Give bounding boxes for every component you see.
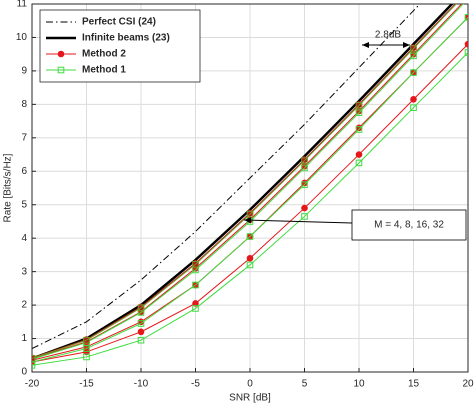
data-point xyxy=(464,14,468,21)
data-point xyxy=(137,328,145,336)
y-tick-label: 1 xyxy=(21,333,27,344)
data-point xyxy=(83,353,90,361)
data-point xyxy=(83,336,90,344)
data-point xyxy=(246,210,254,218)
x-tick-label: 20 xyxy=(462,379,474,390)
x-tick-label: -5 xyxy=(191,379,200,390)
annotation: M = 4, 8, 16, 32 xyxy=(374,220,444,231)
y-tick-label: 5 xyxy=(21,199,27,210)
data-point xyxy=(301,164,308,172)
x-tick-label: 0 xyxy=(247,379,253,390)
data-point xyxy=(410,96,417,103)
y-tick-label: 6 xyxy=(21,166,27,177)
data-point xyxy=(246,233,254,240)
data-point xyxy=(355,151,363,158)
data-point xyxy=(137,320,145,327)
data-point xyxy=(192,305,199,312)
annotation-arrow xyxy=(243,217,353,224)
data-point xyxy=(410,69,417,76)
annotation-box xyxy=(351,209,467,241)
data-point xyxy=(137,304,145,312)
y-tick-label: 8 xyxy=(21,99,27,110)
y-tick-label: 3 xyxy=(21,266,27,277)
data-point xyxy=(355,109,363,117)
y-tick-label: 7 xyxy=(21,132,27,143)
data-point xyxy=(465,0,471,2)
x-tick-label: -15 xyxy=(79,379,94,390)
x-tick-label: 15 xyxy=(408,379,420,390)
x-tick-label: -10 xyxy=(134,379,149,390)
series-line xyxy=(32,4,457,359)
legend-marker xyxy=(57,66,65,74)
plot-area xyxy=(32,0,471,369)
legend-label: Method 1 xyxy=(82,65,126,76)
data-point xyxy=(355,102,363,109)
data-point xyxy=(301,204,308,212)
data-point xyxy=(355,126,363,133)
y-tick-label: 2 xyxy=(21,300,27,311)
data-point xyxy=(410,52,417,60)
y-tick-label: 4 xyxy=(21,233,27,244)
data-point xyxy=(137,336,145,344)
series-line xyxy=(32,52,468,366)
data-point xyxy=(301,181,308,188)
data-point xyxy=(192,260,199,268)
data-point xyxy=(32,354,36,362)
series-line xyxy=(32,17,468,363)
x-tick-label: -20 xyxy=(25,379,40,390)
x-axis-label: SNR [dB] xyxy=(229,393,271,404)
series-line xyxy=(32,4,454,360)
data-point xyxy=(246,254,254,262)
data-point xyxy=(464,40,468,48)
data-point xyxy=(192,281,199,289)
data-point xyxy=(410,104,417,112)
x-tick-label: 5 xyxy=(302,379,308,390)
plot-frame xyxy=(31,3,469,373)
legend-marker xyxy=(57,50,65,58)
legend-label: Method 2 xyxy=(82,49,126,60)
y-tick-label: 9 xyxy=(21,66,27,77)
data-point xyxy=(355,159,363,167)
data-point xyxy=(464,49,468,56)
data-point xyxy=(410,45,417,52)
y-tick-label: 11 xyxy=(17,0,28,10)
legend-label: Infinite beams (23) xyxy=(82,33,170,44)
y-axis-label: Rate [Bits/s/Hz] xyxy=(3,153,14,222)
y-tick-label: 0 xyxy=(21,367,27,378)
legend-label: Perfect CSI (24) xyxy=(82,17,156,28)
data-point xyxy=(192,300,199,307)
data-point xyxy=(301,157,308,164)
series-line xyxy=(32,4,421,350)
data-point xyxy=(301,213,308,220)
data-point xyxy=(246,261,254,269)
annotation: 2.8dB xyxy=(375,30,401,41)
y-tick-label: 10 xyxy=(16,32,28,43)
x-tick-label: 10 xyxy=(353,379,365,390)
